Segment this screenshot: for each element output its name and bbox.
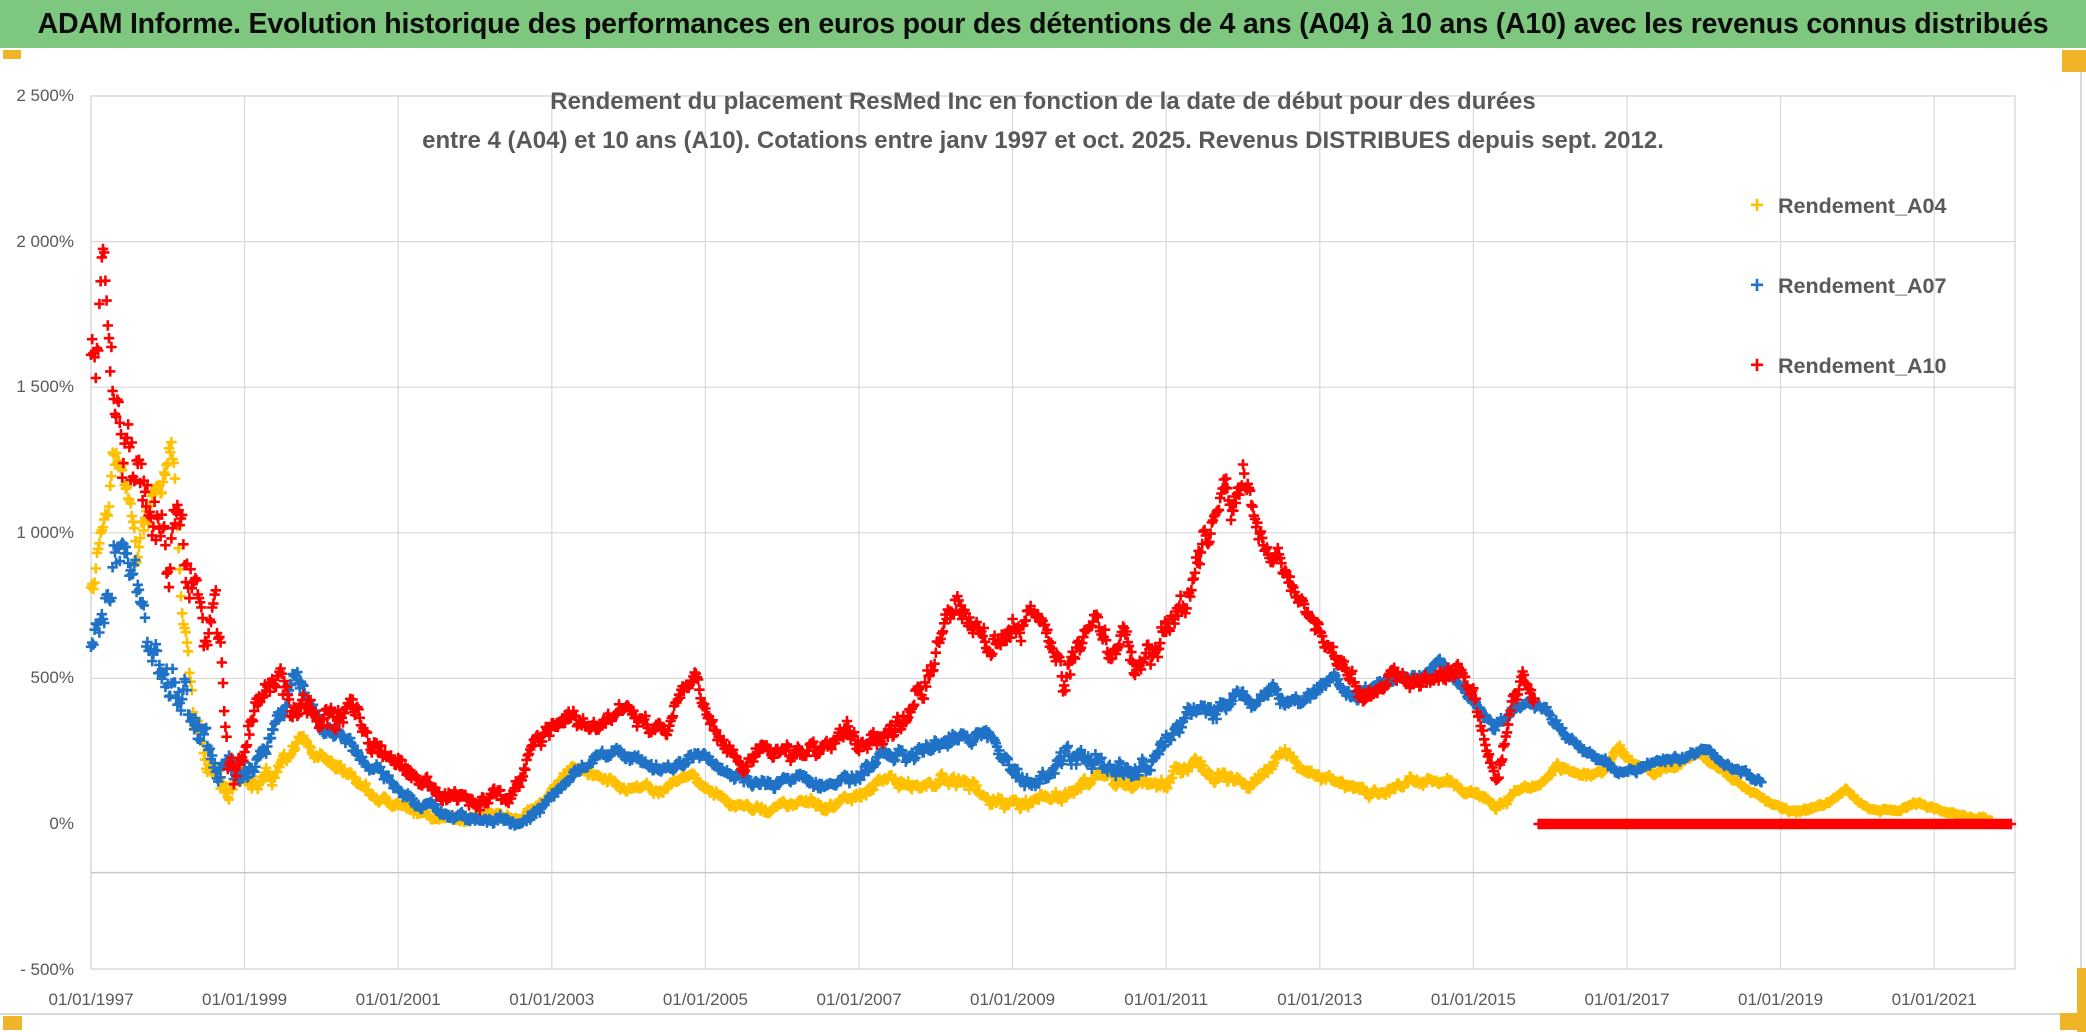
plot-border	[90, 95, 2016, 970]
plus-marker-icon: +	[1749, 272, 1764, 299]
y-axis-label: 1 500%	[16, 377, 74, 397]
x-axis-label: 01/01/2011	[1124, 990, 1209, 1009]
y-axis-label: 500%	[30, 668, 74, 688]
y-axis-label: - 500%	[20, 959, 74, 979]
x-axis-label: 01/01/2013	[1277, 990, 1363, 1009]
card-right-border	[2080, 72, 2082, 1013]
x-axis-label: 01/01/2009	[970, 990, 1056, 1009]
legend-item-a10: + Rendement_A10	[1742, 350, 2072, 382]
series-a10-points	[85, 243, 2017, 830]
chart-legend: + Rendement_A04 + Rendement_A07 + Rendem…	[1742, 190, 2072, 430]
gold-accent-right-bar	[2077, 968, 2086, 1032]
x-axis-label: 01/01/2017	[1584, 990, 1670, 1009]
series-a07-points	[85, 537, 1767, 831]
card-bottom-border	[0, 1013, 2086, 1015]
page-title: ADAM Informe. Evolution historique des p…	[37, 7, 2049, 40]
legend-label: Rendement_A10	[1778, 353, 1947, 378]
chart-title-line2: entre 4 (A04) et 10 ans (A10). Cotations…	[422, 127, 1664, 154]
plot-gridlines	[90, 96, 2015, 969]
plus-marker-icon: +	[1749, 352, 1764, 379]
x-axis-label: 01/01/2019	[1738, 990, 1824, 1009]
legend-label: Rendement_A04	[1778, 193, 1947, 218]
title-bar: ADAM Informe. Evolution historique des p…	[0, 0, 2086, 50]
chart-card	[0, 50, 2086, 1013]
y-axis-label: 1 000%	[16, 522, 74, 542]
chart-title-line1: Rendement du placement ResMed Inc en fon…	[550, 88, 1536, 115]
plus-marker-icon: +	[1749, 192, 1764, 219]
y-axis-label: 2 500%	[16, 86, 74, 105]
x-axis-label: 01/01/2015	[1430, 990, 1516, 1009]
x-axis-label: 01/01/2021	[1891, 990, 1977, 1009]
y-axis-label: 2 000%	[16, 231, 74, 251]
x-axis-label: 01/01/1997	[48, 990, 134, 1009]
legend-label: Rendement_A07	[1778, 273, 1947, 298]
y-axis-label: 0%	[49, 814, 74, 833]
x-axis-label: 01/01/2005	[662, 990, 748, 1009]
x-axis-label: 01/01/2007	[816, 990, 902, 1009]
x-axis-label: 01/01/1999	[202, 990, 288, 1009]
legend-item-a04: + Rendement_A04	[1742, 190, 2072, 222]
legend-item-a07: + Rendement_A07	[1742, 270, 2072, 302]
gold-accent-top-left	[3, 50, 21, 59]
gold-accent-top-right	[2062, 50, 2086, 72]
x-axis-label: 01/01/2003	[509, 990, 595, 1009]
x-axis-label: 01/01/2001	[355, 990, 441, 1009]
gold-accent-bottom-left	[3, 1016, 22, 1030]
